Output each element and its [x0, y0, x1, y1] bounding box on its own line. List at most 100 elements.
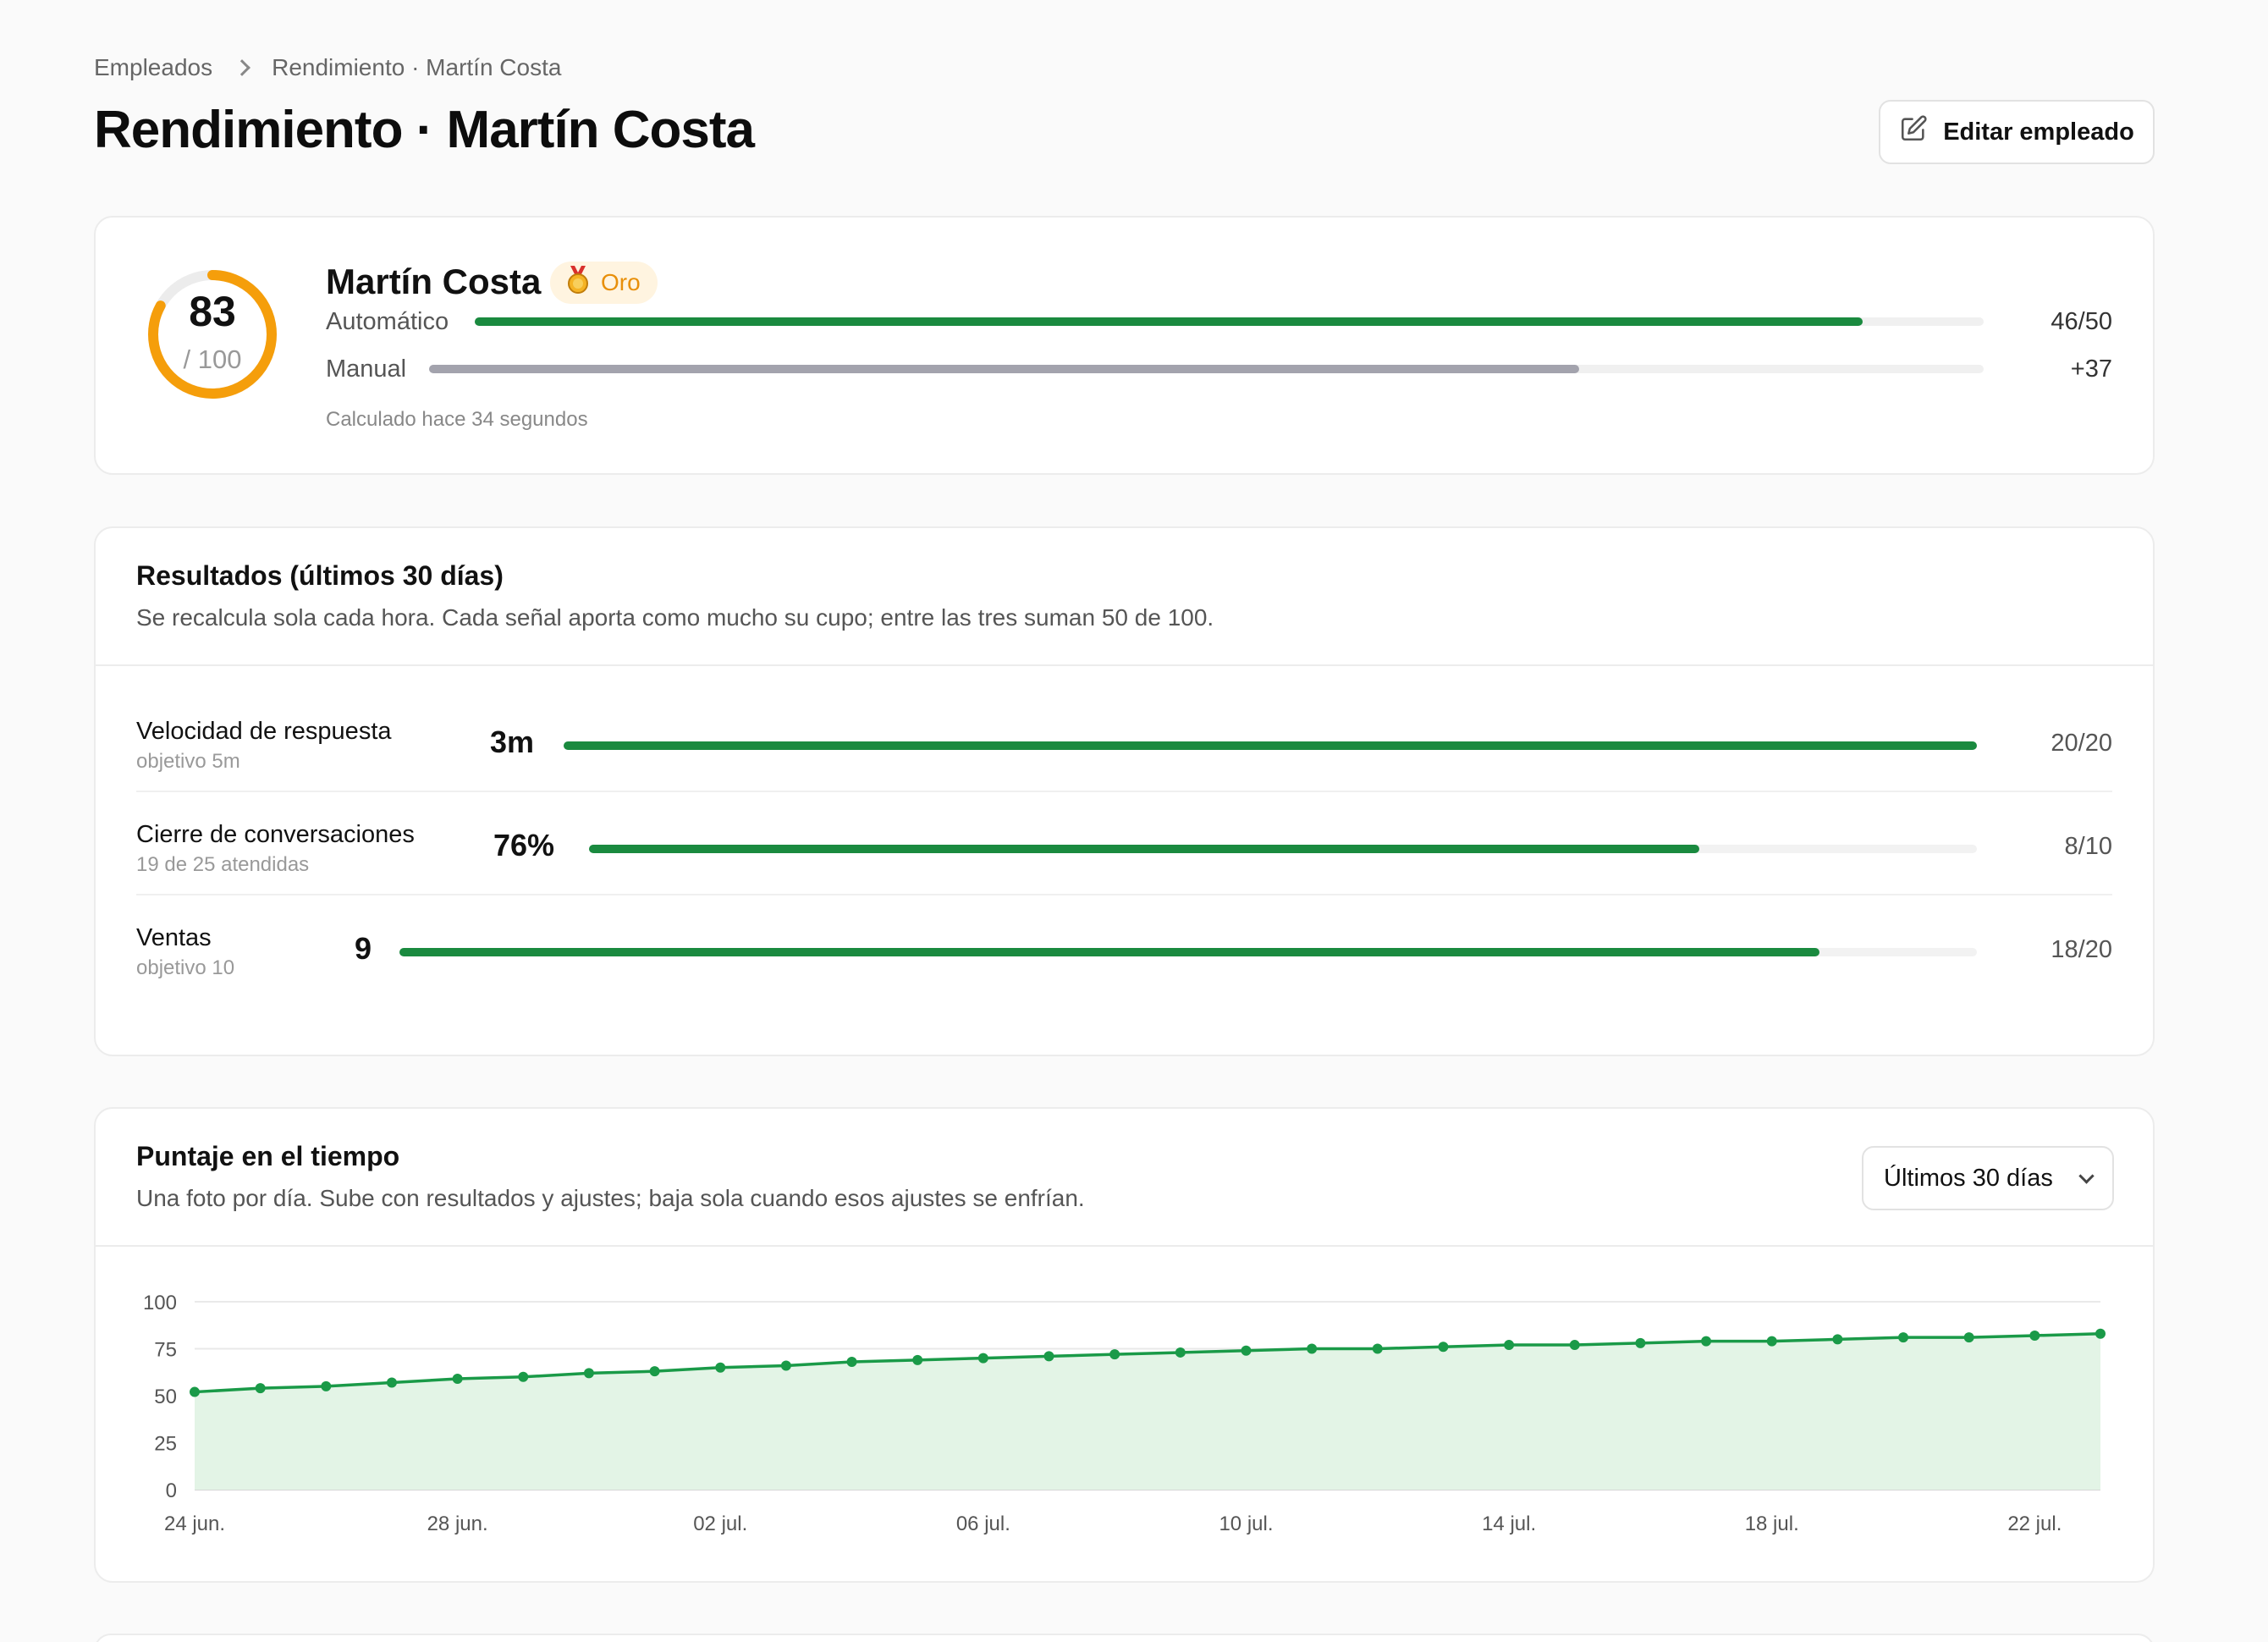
score-card: 83 / 100 Martín Costa Oro Automático 46/… [94, 216, 2155, 475]
page-title: Rendimiento · Martín Costa [94, 101, 755, 159]
data-point [518, 1371, 529, 1382]
data-point [452, 1374, 463, 1385]
data-point [1175, 1347, 1186, 1358]
metric-row-response-speed: Velocidad de respuesta objetivo 5m 3m 20… [136, 689, 2112, 792]
range-select[interactable]: Últimos 30 días [1862, 1146, 2114, 1210]
data-point [321, 1380, 332, 1391]
data-point [1043, 1351, 1054, 1362]
chevron-right-icon [234, 59, 250, 76]
metric-hint: objetivo 10 [136, 956, 235, 979]
metric-row-conversation-close: Cierre de conversaciones 19 de 25 atendi… [136, 792, 2112, 895]
y-tick-label: 25 [154, 1433, 177, 1456]
x-tick-label: 22 jul. [2007, 1513, 2062, 1535]
results-divider [96, 664, 2153, 666]
score-ring-graphic [148, 270, 277, 399]
results-title: Resultados (últimos 30 días) [136, 560, 504, 591]
data-point [386, 1377, 397, 1388]
x-tick-label: 18 jul. [1745, 1513, 1799, 1535]
results-card: Resultados (últimos 30 días) Se recalcul… [94, 526, 2155, 1056]
metric-value: 76% [493, 828, 555, 862]
tier-label: Oro [601, 269, 641, 295]
metric-hint: objetivo 5m [136, 750, 240, 773]
score-value: 83 [189, 288, 236, 335]
x-tick-label: 02 jul. [693, 1513, 747, 1535]
manual-bar-fill [429, 365, 1580, 373]
metric-bar [589, 845, 1977, 853]
automatic-value: 46/50 [2051, 308, 2112, 335]
employee-name: Martín Costa [326, 262, 542, 301]
data-point [1701, 1336, 1712, 1347]
edit-employee-button[interactable]: Editar empleado [1879, 100, 2155, 164]
score-ring: 83 / 100 [146, 268, 278, 400]
metric-hint: 19 de 25 atendidas [136, 853, 310, 876]
score-trend-chart: 0 25 50 75 100 24 jun. 28 jun. 02 jul. 06 jul. 10… [143, 1292, 2106, 1535]
y-tick-label: 0 [166, 1479, 177, 1502]
area-fill [195, 1333, 2100, 1490]
breadcrumb: Empleados Rendimiento · Martín Costa [94, 54, 561, 81]
metric-value: 3m [490, 725, 535, 759]
data-point [1241, 1345, 1252, 1356]
breadcrumb-parent-link[interactable]: Empleados [94, 54, 213, 80]
edit-pencil-icon [1899, 114, 1928, 150]
data-point [583, 1368, 594, 1379]
y-tick-label: 50 [154, 1386, 177, 1408]
edit-employee-label: Editar empleado [1943, 118, 2134, 146]
metric-bar-fill [399, 948, 1819, 956]
automatic-bar [475, 317, 1984, 326]
metric-name: Ventas [136, 924, 212, 951]
metric-points: 20/20 [2051, 730, 2112, 757]
metric-name: Cierre de conversaciones [136, 821, 415, 848]
data-point [1372, 1343, 1383, 1354]
data-point [1635, 1337, 1646, 1348]
data-point [2095, 1328, 2106, 1339]
manual-bar [429, 365, 1984, 373]
series-line [194, 1331, 2101, 1394]
tier-badge: Oro [550, 262, 658, 304]
data-point [1963, 1332, 1974, 1343]
x-tick-label: 24 jun. [164, 1513, 225, 1535]
data-point [255, 1383, 266, 1394]
metric-points: 18/20 [2051, 936, 2112, 963]
data-point [1898, 1332, 1909, 1343]
calculated-note: Calculado hace 34 segundos [326, 408, 588, 431]
automatic-label: Automático [326, 308, 449, 335]
metric-bar-fill [589, 845, 1699, 853]
metric-bar [564, 741, 1977, 750]
metric-value: 9 [355, 931, 372, 966]
data-point [1109, 1349, 1120, 1360]
trend-subtitle: Una foto por día. Sube con resultados y … [136, 1185, 1085, 1211]
metric-row-sales: Ventas objetivo 10 9 18/20 [136, 895, 2112, 999]
metric-bar [399, 948, 1977, 956]
range-select-value: Últimos 30 días [1884, 1164, 2053, 1192]
data-point [846, 1357, 857, 1368]
x-tick-label: 14 jul. [1482, 1513, 1536, 1535]
data-point [977, 1353, 988, 1364]
data-point [715, 1362, 726, 1373]
metric-points: 8/10 [2064, 833, 2112, 860]
data-point [1832, 1334, 1843, 1345]
data-point [1766, 1336, 1777, 1347]
data-point [912, 1354, 923, 1365]
breadcrumb-current: Rendimiento · Martín Costa [272, 54, 562, 80]
data-point [780, 1360, 791, 1371]
data-point [1504, 1340, 1515, 1351]
x-tick-label: 06 jul. [956, 1513, 1010, 1535]
data-point [1569, 1340, 1580, 1351]
trend-divider [96, 1245, 2153, 1247]
y-tick-label: 100 [143, 1292, 177, 1314]
y-tick-label: 75 [154, 1339, 177, 1362]
data-point [1307, 1343, 1318, 1354]
manual-label: Manual [326, 355, 407, 383]
x-tick-label: 28 jun. [427, 1513, 488, 1535]
score-max: / 100 [183, 344, 242, 374]
metric-name: Velocidad de respuesta [136, 718, 392, 745]
data-point [649, 1366, 660, 1377]
data-point [190, 1386, 200, 1397]
chevron-down-icon [2078, 1167, 2095, 1184]
automatic-bar-fill [475, 317, 1863, 326]
next-card [94, 1634, 2155, 1642]
data-point [1438, 1342, 1449, 1353]
score-trend-card: Puntaje en el tiempo Una foto por día. S… [94, 1107, 2155, 1583]
medal-icon [565, 265, 591, 300]
data-point [2029, 1330, 2040, 1341]
